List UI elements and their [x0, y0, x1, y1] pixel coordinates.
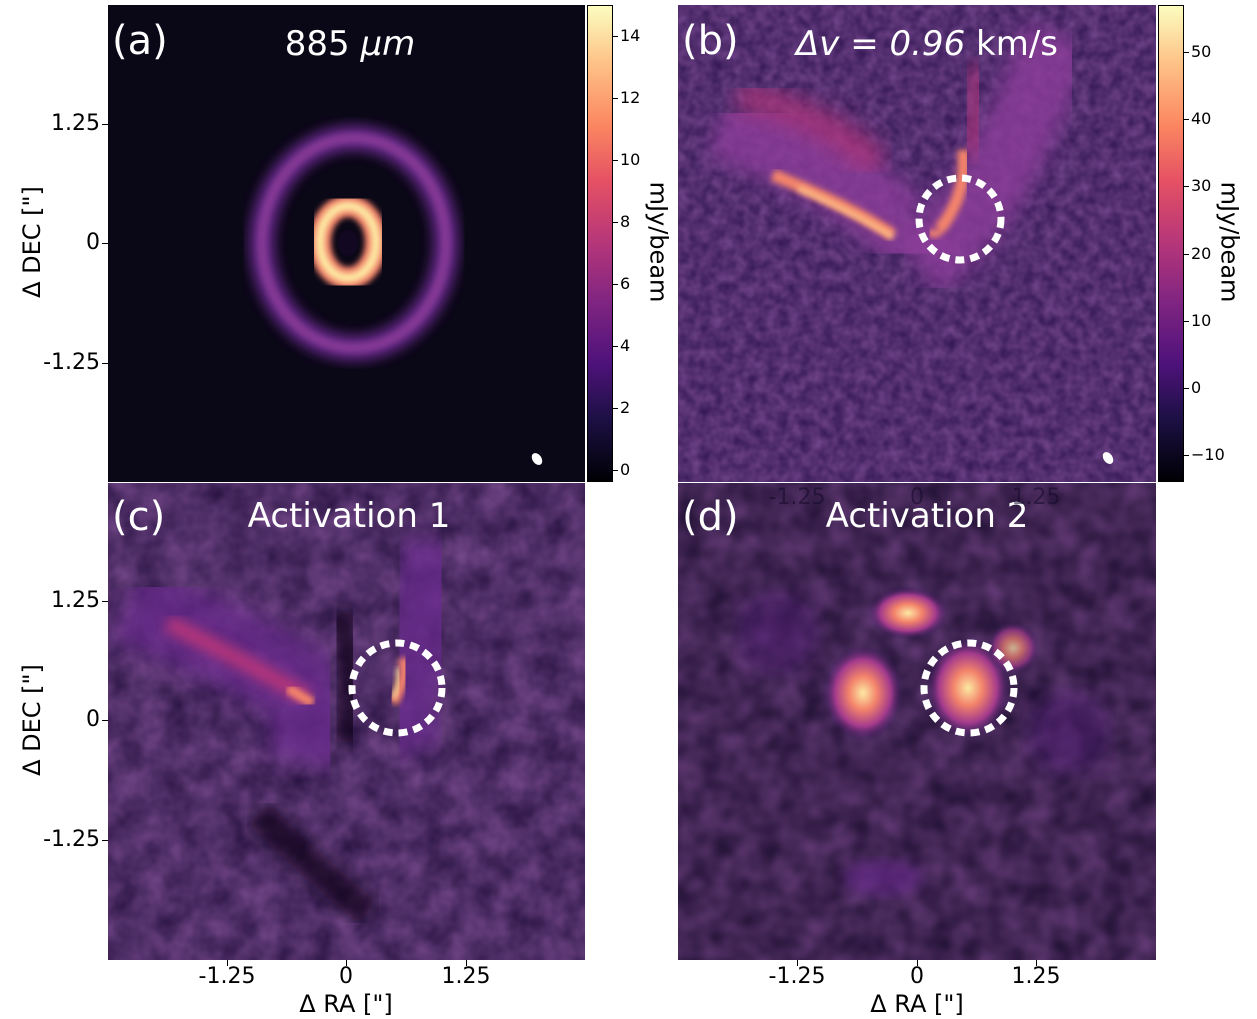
- panel-c: (c) Activation 1: [108, 483, 585, 960]
- panel-title-d: Activation 2: [825, 496, 1029, 536]
- ghost-x-tick-label: 1.25: [1011, 485, 1061, 510]
- beam-ellipse: [531, 453, 543, 465]
- colorbar-b-tick-label: 30: [1191, 176, 1212, 196]
- colorbar-b: [1158, 5, 1184, 482]
- colorbar-b-tick-label: 10: [1191, 310, 1212, 330]
- x-tick-label-c: 0: [339, 964, 353, 989]
- colorbar-b-tick-mark: [1184, 320, 1189, 322]
- dashed-circle-d: [920, 639, 1018, 737]
- colorbar-b-tick-label: 0: [1191, 377, 1202, 397]
- y-tick-label-top: -1.25: [43, 350, 100, 375]
- colorbar-a-tick-mark: [613, 407, 618, 409]
- x-tick-mark-c: [466, 960, 467, 966]
- activation-2-image: [678, 483, 1156, 960]
- colorbar-a-tick-mark: [613, 283, 618, 285]
- panel-a: (a) 885 μm: [108, 5, 585, 482]
- x-tick-label-d: -1.25: [768, 964, 826, 989]
- colorbar-b-tick-label: 20: [1191, 243, 1212, 263]
- colorbar-a-tick-label: 4: [620, 335, 631, 355]
- x-tick-mark-d: [1036, 960, 1037, 966]
- colorbar-b-tick-mark: [1184, 387, 1189, 389]
- colorbar-b-tick-label: 40: [1191, 109, 1212, 129]
- x-tick-mark-d: [797, 960, 798, 966]
- y-tick-label-bottom: 1.25: [51, 588, 100, 613]
- colorbar-b-tick-mark: [1184, 186, 1189, 188]
- y-tick-mark-bottom: [102, 720, 108, 721]
- colorbar-a-tick-label: 8: [620, 211, 631, 231]
- x-tick-label-c: -1.25: [198, 964, 256, 989]
- y-tick-mark-top: [102, 124, 108, 125]
- colorbar-b-tick-mark: [1184, 253, 1189, 255]
- y-tick-mark-bottom: [102, 601, 108, 602]
- colorbar-b-tick-mark: [1184, 52, 1189, 54]
- y-tick-label-bottom: -1.25: [43, 827, 100, 852]
- colorbar-a-tick-label: 12: [620, 87, 641, 107]
- ghost-x-tick-label: 0: [910, 485, 924, 510]
- y-tick-label-bottom: 0: [86, 707, 100, 732]
- panel-title-c: Activation 1: [247, 496, 451, 536]
- panel-b: (b) Δv = 0.96 km/s: [678, 5, 1156, 482]
- colorbar-a-tick-label: 14: [620, 25, 641, 45]
- colorbar-a-tick-mark: [613, 35, 618, 37]
- y-tick-label-top: 1.25: [51, 111, 100, 136]
- colorbar-b-tick-mark: [1184, 119, 1189, 121]
- colorbar-a-tick-label: 0: [620, 459, 631, 479]
- ghost-x-tick-label: -1.25: [768, 485, 826, 510]
- colorbar-b-tick-mark: [1184, 455, 1189, 457]
- title-a-unit: μm: [360, 24, 416, 64]
- x-tick-label-d: 0: [910, 964, 924, 989]
- y-tick-mark-top: [102, 363, 108, 364]
- colorbar-a-tick-mark: [613, 159, 618, 161]
- activation-1-image: [108, 483, 585, 960]
- x-tick-mark-c: [346, 960, 347, 966]
- dashed-circle-c: [348, 639, 446, 737]
- beam-ellipse-b: [1102, 452, 1114, 464]
- x-axis-label-c: Δ RA ["]: [299, 990, 393, 1018]
- colorbar-a: [587, 5, 613, 482]
- y-tick-label-top: 0: [86, 230, 100, 255]
- channel-map-image: [678, 5, 1156, 482]
- panel-title-b: Δv = 0.96 km/s: [796, 27, 1058, 61]
- colorbar-a-tick-mark: [613, 345, 618, 347]
- colorbar-b-label: mJy/beam: [1215, 181, 1244, 303]
- panel-label-b: (b): [682, 18, 739, 64]
- title-b-unit: km/s: [965, 24, 1058, 64]
- x-tick-label-d: 1.25: [1011, 964, 1061, 989]
- colorbar-a-tick-mark: [613, 97, 618, 99]
- title-a-plain: 885: [284, 24, 361, 64]
- panel-label-a: (a): [112, 18, 168, 64]
- x-axis-label-d: Δ RA ["]: [870, 990, 964, 1018]
- dashed-circle-b: [915, 174, 1005, 264]
- colorbar-a-tick-label: 10: [620, 149, 641, 169]
- colorbar-a-label: mJy/beam: [644, 181, 673, 303]
- colorbar-b-tick-label: −10: [1191, 445, 1225, 465]
- colorbar-b-tick-label: 50: [1191, 42, 1212, 62]
- x-tick-mark-d: [917, 960, 918, 966]
- x-tick-mark-c: [227, 960, 228, 966]
- panel-label-c: (c): [112, 494, 166, 540]
- y-tick-mark-top: [102, 243, 108, 244]
- title-b-italic: Δv = 0.96: [796, 24, 966, 64]
- x-tick-label-c: 1.25: [441, 964, 491, 989]
- colorbar-a-tick-label: 2: [620, 397, 631, 417]
- panel-d: (d) Activation 2: [678, 483, 1156, 960]
- continuum-image: [108, 5, 585, 482]
- panel-label-d: (d): [682, 494, 739, 540]
- panel-title-a: 885 μm: [285, 27, 415, 61]
- colorbar-a-tick-mark: [613, 469, 618, 471]
- colorbar-a-tick-mark: [613, 221, 618, 223]
- y-tick-mark-bottom: [102, 840, 108, 841]
- colorbar-a-tick-label: 6: [620, 273, 631, 293]
